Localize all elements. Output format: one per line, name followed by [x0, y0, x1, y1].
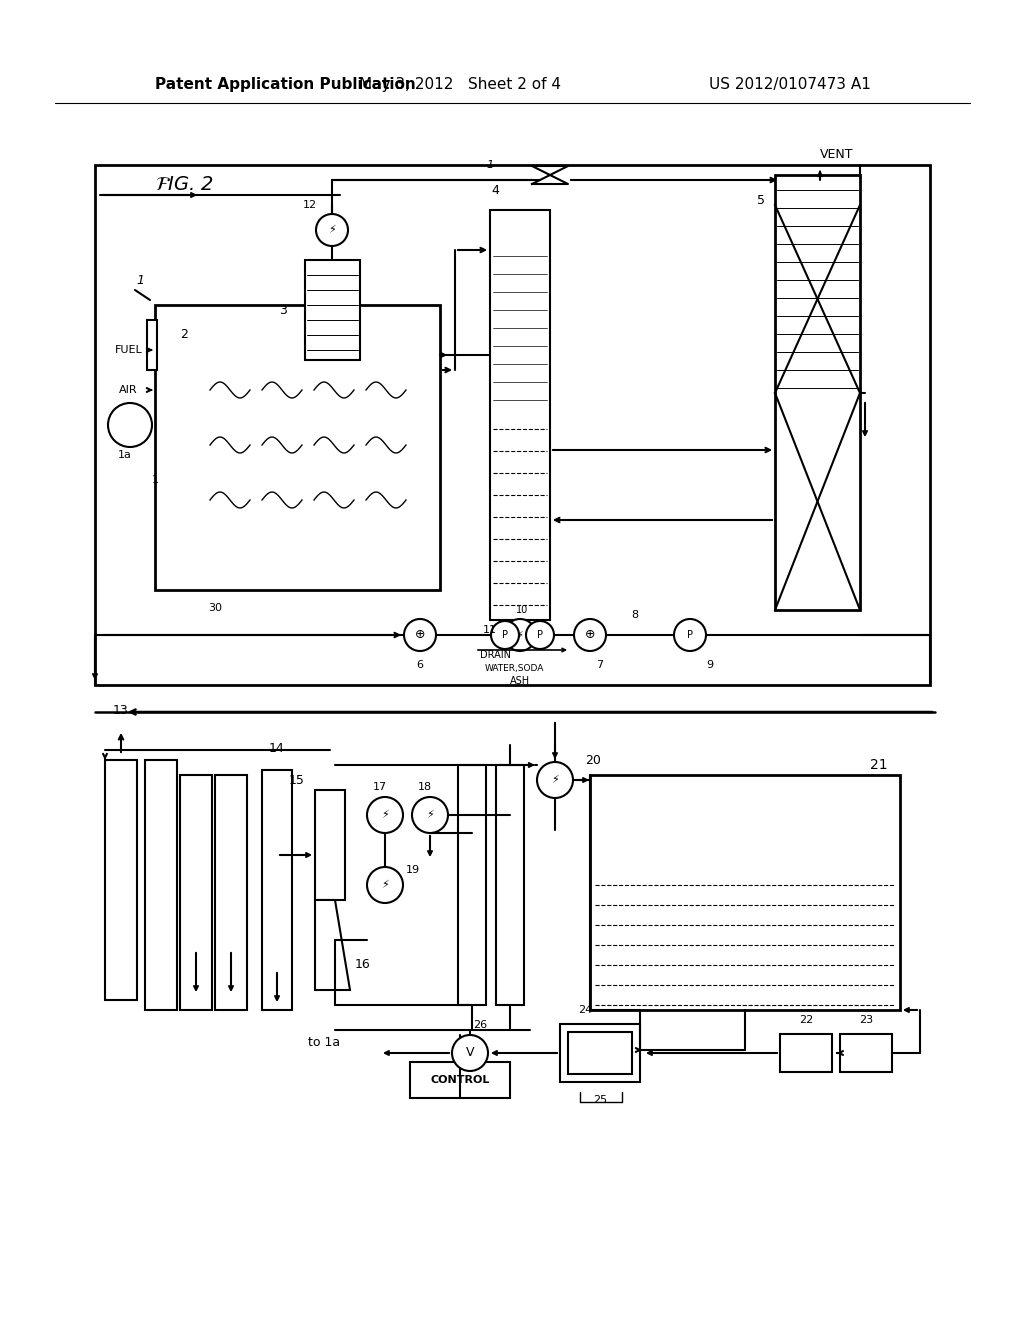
Bar: [568, 1032, 632, 1074]
Bar: [780, 1034, 831, 1072]
Text: ⊕: ⊕: [585, 628, 595, 642]
Text: P: P: [537, 630, 543, 640]
Text: 15: 15: [289, 774, 305, 787]
Bar: [315, 789, 345, 900]
Text: Patent Application Publication: Patent Application Publication: [155, 78, 416, 92]
Circle shape: [452, 1035, 488, 1071]
Text: 25: 25: [593, 1096, 607, 1105]
Bar: [155, 305, 440, 590]
Circle shape: [367, 867, 403, 903]
Text: 23: 23: [859, 1015, 873, 1026]
Text: 1: 1: [152, 475, 159, 484]
Text: 1: 1: [486, 160, 494, 170]
Text: 30: 30: [208, 603, 222, 612]
Text: ⚡: ⚡: [426, 810, 434, 820]
Bar: [496, 766, 524, 1005]
Text: 24: 24: [578, 1005, 592, 1015]
Polygon shape: [315, 900, 350, 990]
Bar: [145, 760, 177, 1010]
Circle shape: [404, 619, 436, 651]
Text: May 3, 2012   Sheet 2 of 4: May 3, 2012 Sheet 2 of 4: [359, 78, 561, 92]
Bar: [95, 165, 930, 685]
Bar: [840, 1034, 892, 1072]
Text: 19: 19: [406, 865, 420, 875]
Bar: [305, 260, 360, 360]
Text: DRAIN: DRAIN: [480, 649, 511, 660]
Text: 9: 9: [707, 660, 714, 671]
Text: CONTROL: CONTROL: [430, 1074, 489, 1085]
Text: AIR: AIR: [120, 385, 138, 395]
Circle shape: [526, 620, 554, 649]
Text: 22: 22: [799, 1015, 813, 1026]
Text: FUEL: FUEL: [116, 345, 143, 355]
Text: WATER,SODA: WATER,SODA: [485, 664, 545, 672]
Text: 5: 5: [757, 194, 765, 206]
Text: P: P: [502, 630, 508, 640]
Circle shape: [674, 619, 706, 651]
Text: ASH: ASH: [510, 676, 530, 686]
Text: $\mathcal{F}$IG. 2: $\mathcal{F}$IG. 2: [155, 176, 214, 194]
Text: 3: 3: [280, 304, 287, 317]
Bar: [215, 775, 247, 1010]
Circle shape: [367, 797, 403, 833]
Text: to 1a: to 1a: [308, 1035, 340, 1048]
Text: 18: 18: [418, 781, 432, 792]
Bar: [590, 775, 900, 1010]
Text: ⚡: ⚡: [381, 810, 389, 820]
Circle shape: [574, 619, 606, 651]
Circle shape: [108, 403, 152, 447]
Bar: [458, 766, 486, 1005]
Bar: [410, 1063, 510, 1098]
Text: V: V: [466, 1047, 474, 1060]
Text: 26: 26: [473, 1020, 487, 1030]
Bar: [105, 760, 137, 1001]
Circle shape: [504, 619, 536, 651]
Bar: [560, 1024, 640, 1082]
Text: ⚡: ⚡: [381, 880, 389, 890]
Circle shape: [490, 620, 519, 649]
Bar: [490, 210, 550, 620]
Bar: [147, 319, 157, 370]
Text: P: P: [687, 630, 693, 640]
Text: 6: 6: [417, 660, 424, 671]
Text: VENT: VENT: [820, 149, 853, 161]
Text: 2: 2: [180, 329, 187, 342]
Text: US 2012/0107473 A1: US 2012/0107473 A1: [709, 78, 871, 92]
Text: 7: 7: [596, 660, 603, 671]
Circle shape: [316, 214, 348, 246]
Text: 13: 13: [113, 704, 129, 717]
Text: 11: 11: [483, 624, 497, 635]
Text: 20: 20: [585, 754, 601, 767]
Text: 17: 17: [373, 781, 387, 792]
Text: 1: 1: [136, 273, 144, 286]
Text: 1a: 1a: [118, 450, 132, 459]
Text: 8: 8: [632, 610, 639, 620]
Bar: [262, 770, 292, 1010]
Text: 10: 10: [516, 605, 528, 615]
Text: 14: 14: [269, 742, 285, 755]
Text: ⚡: ⚡: [516, 630, 523, 640]
Text: 4: 4: [492, 183, 499, 197]
Circle shape: [412, 797, 449, 833]
Circle shape: [537, 762, 573, 799]
Text: ⚡: ⚡: [551, 775, 559, 785]
Text: 12: 12: [303, 201, 317, 210]
Text: 21: 21: [870, 758, 888, 772]
Bar: [775, 176, 860, 610]
Text: 16: 16: [355, 958, 371, 972]
Bar: [180, 775, 212, 1010]
Text: ⊕: ⊕: [415, 628, 425, 642]
Text: ⚡: ⚡: [328, 224, 336, 235]
